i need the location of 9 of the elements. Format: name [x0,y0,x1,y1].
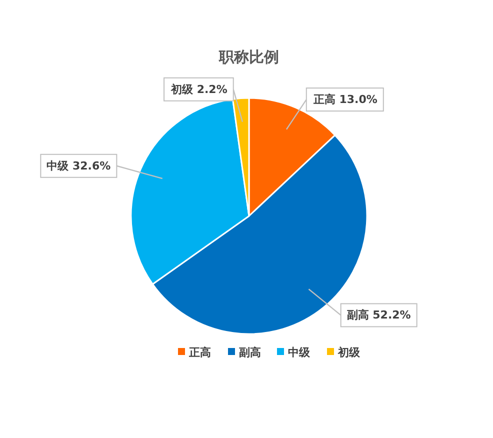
data-label: 初级 2.2% [170,82,228,96]
data-label: 正高 13.0% [312,93,378,106]
legend-label: 中级 [288,346,311,359]
data-label: 中级 32.6% [46,159,111,172]
chart-title: 职称比例 [218,48,279,66]
legend-label: 初级 [337,346,361,359]
legend-label: 正高 [188,346,211,359]
data-label: 副高 52.2% [346,308,411,322]
legend-label: 副高 [239,346,261,359]
